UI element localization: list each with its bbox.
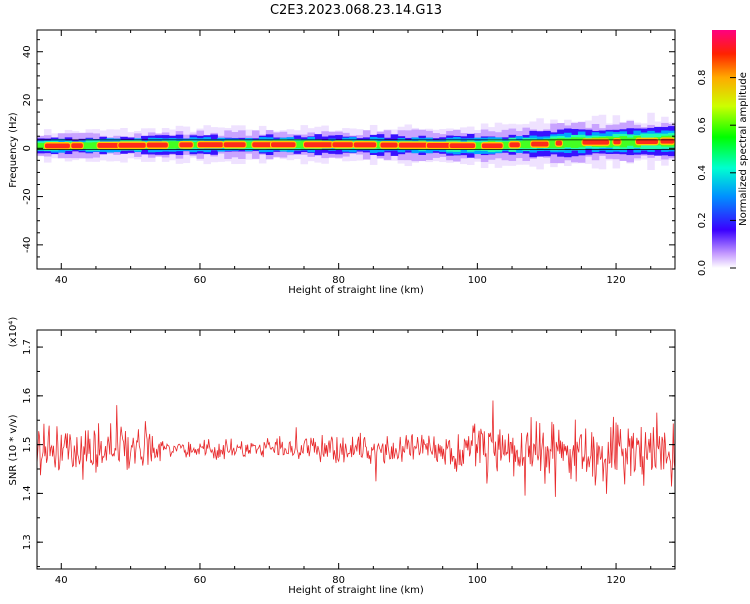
band-peak xyxy=(44,143,70,149)
colorbar-gradient xyxy=(712,30,736,268)
band-peak xyxy=(332,142,354,148)
snr-plot-frame xyxy=(36,329,676,570)
band-peak xyxy=(271,142,296,148)
band-cell xyxy=(168,141,177,149)
band-peak xyxy=(118,142,146,148)
band-peak xyxy=(636,139,658,144)
band-peak xyxy=(71,143,83,149)
x-tick-label: 80 xyxy=(332,275,345,286)
y-tick-label: 20 xyxy=(22,94,33,107)
colorbar-label: Normalized spectral amplitude xyxy=(738,72,749,226)
figure-title: C2E3.2023.068.23.14.G13 xyxy=(270,3,442,18)
x-tick-label: 40 xyxy=(55,275,68,286)
band-cell xyxy=(293,141,302,148)
y-tick-label: 0 xyxy=(22,145,33,151)
y-tick-label: 1.3 xyxy=(22,534,33,550)
x-tick-label: 40 xyxy=(55,575,68,586)
spectrogram-ticks: 40 60 80 100 120 -40 -20 0 20 40 xyxy=(22,30,675,286)
colorbar-tick-label: 0.4 xyxy=(697,165,708,181)
band-cell xyxy=(37,142,45,149)
band-cell xyxy=(550,138,558,149)
band-peak xyxy=(531,141,549,147)
spectrogram-band xyxy=(37,112,675,170)
spectrogram-panel: 40 60 80 100 120 -40 -20 0 20 40 Height of straig… xyxy=(8,29,676,296)
y-tick-label: 1.4 xyxy=(22,485,33,501)
band-cell xyxy=(245,141,253,148)
band-peak xyxy=(582,139,610,145)
band-peak xyxy=(613,139,621,145)
snr-panel: 40 60 80 100 120 1.3 1.4 1.5 1.6 1.7 Height of st… xyxy=(8,317,676,596)
colorbar-tick-label: 0.0 xyxy=(697,260,708,276)
colorbar-tick-label: 0.2 xyxy=(697,212,708,228)
band-cell xyxy=(626,137,634,146)
snr-series-line xyxy=(37,400,675,497)
band-cell xyxy=(473,142,482,150)
snr-ticks: 40 60 80 100 120 1.3 1.4 1.5 1.6 1.7 xyxy=(22,330,675,586)
band-cell xyxy=(501,141,510,149)
spectrogram-plot-frame xyxy=(36,29,676,270)
band-cell xyxy=(85,142,94,149)
band-peak xyxy=(197,142,224,148)
y-tick-label: -20 xyxy=(22,188,33,204)
x-tick-label: 120 xyxy=(607,275,626,286)
colorbar-tick-label: 0.6 xyxy=(697,117,708,133)
band-cell xyxy=(564,138,572,148)
spectrogram-ylabel: Frequency (Hz) xyxy=(8,112,19,188)
x-tick-label: 60 xyxy=(194,575,207,586)
band-peak xyxy=(223,142,246,148)
y-tick-label: 40 xyxy=(22,45,33,58)
x-tick-label: 60 xyxy=(194,275,207,286)
band-peak xyxy=(380,142,398,148)
band-peak xyxy=(509,142,520,148)
colorbar: 0.0 0.2 0.4 0.6 0.8 Normalized spectral ampl… xyxy=(697,30,749,276)
band-peak xyxy=(398,142,428,148)
x-tick-label: 100 xyxy=(468,275,487,286)
band-cell xyxy=(619,136,628,148)
band-peak xyxy=(449,143,476,149)
y-tick-label: 1.6 xyxy=(22,388,33,404)
snr-multiplier: (x10⁴) xyxy=(8,317,19,348)
snr-xlabel: Height of straight line (km) xyxy=(288,585,424,596)
y-tick-label: 1.7 xyxy=(22,339,33,355)
snr-ylabel: SNR (10 * v/v) xyxy=(8,414,19,485)
band-peak xyxy=(304,142,333,148)
colorbar-ticks: 0.0 0.2 0.4 0.6 0.8 xyxy=(697,70,736,276)
band-cell xyxy=(522,140,530,149)
colorbar-tick-label: 0.8 xyxy=(697,70,708,86)
spectrogram-xlabel: Height of straight line (km) xyxy=(288,285,424,296)
band-cell xyxy=(92,142,101,149)
y-tick-label: -40 xyxy=(22,237,33,253)
x-tick-label: 80 xyxy=(332,575,345,586)
band-peak xyxy=(97,143,124,148)
x-tick-label: 100 xyxy=(468,575,487,586)
band-peak xyxy=(353,142,377,148)
band-peak xyxy=(179,142,193,148)
band-peak xyxy=(555,140,563,146)
band-peak xyxy=(146,142,168,148)
x-tick-label: 120 xyxy=(607,575,626,586)
band-cell xyxy=(570,137,579,148)
band-peak xyxy=(481,143,503,149)
y-tick-label: 1.5 xyxy=(22,437,33,453)
